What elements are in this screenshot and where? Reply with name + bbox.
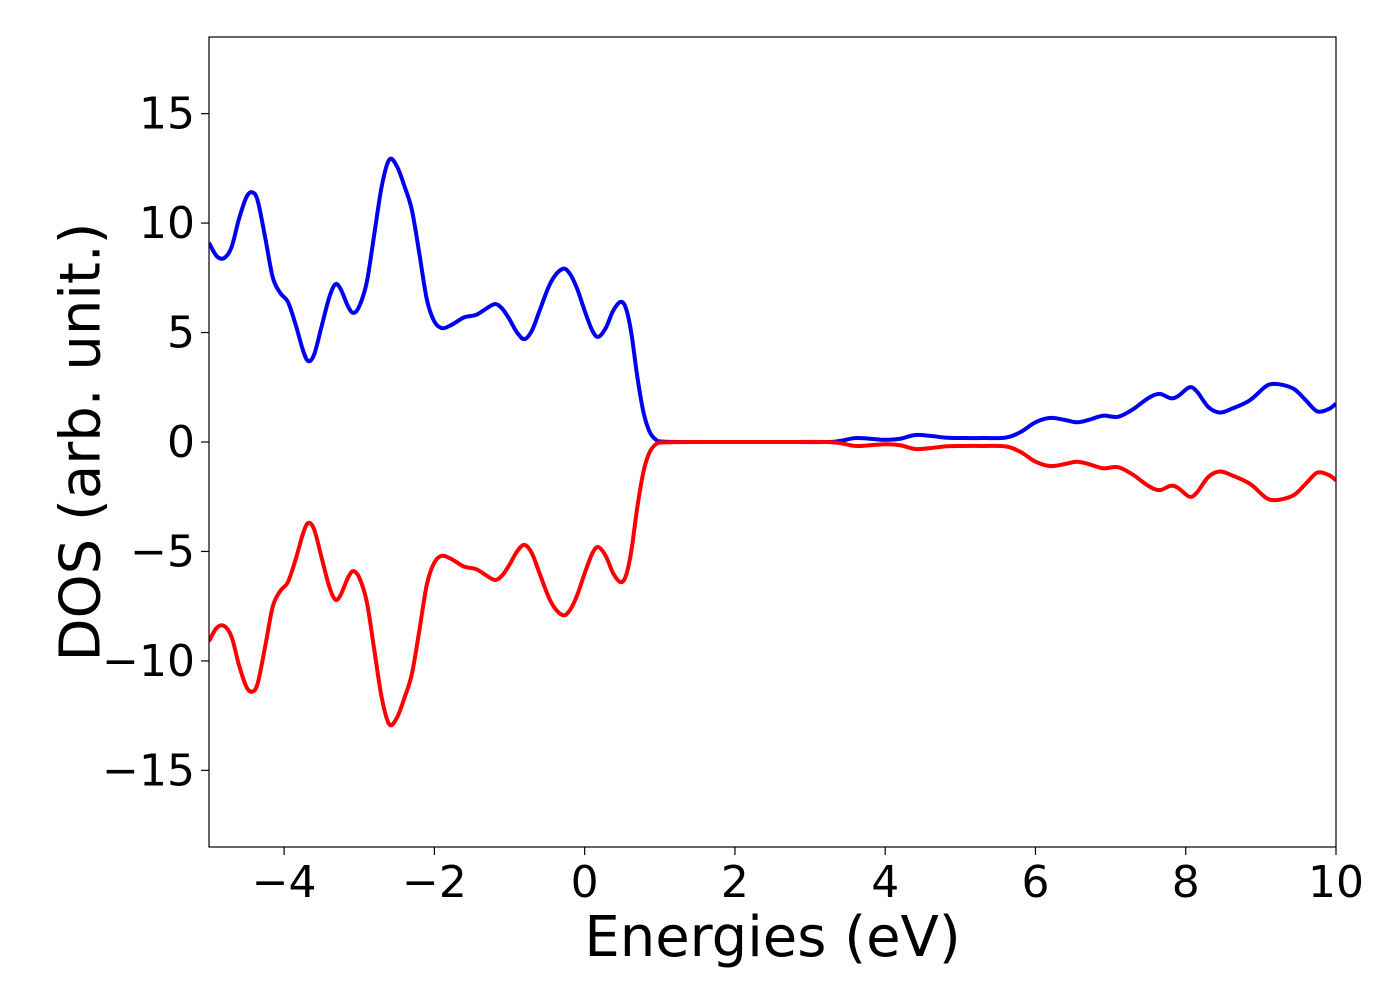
series-layer <box>209 156 1336 728</box>
x-tick-label: 10 <box>1308 857 1364 908</box>
y-tick-label: 10 <box>139 198 195 249</box>
y-tick-label: −5 <box>130 526 195 577</box>
x-axis-ticks: −4 −2 0 2 4 6 8 10 <box>252 847 1364 908</box>
series-line-negative <box>209 439 1336 728</box>
x-tick-label: 4 <box>871 857 899 908</box>
y-tick-label: −10 <box>102 636 195 687</box>
x-tick-label: 0 <box>571 857 599 908</box>
x-tick-label: 8 <box>1172 857 1200 908</box>
y-tick-label: 5 <box>167 308 195 359</box>
y-axis-ticks: −15 −10 −5 0 5 10 15 <box>102 89 209 796</box>
x-tick-label: −2 <box>402 857 467 908</box>
y-tick-label: −15 <box>102 745 195 796</box>
y-tick-label: 15 <box>139 89 195 140</box>
y-tick-label: 0 <box>167 417 195 468</box>
x-axis-label: Energies (eV) <box>584 905 960 970</box>
y-axis-label: DOS (arb. unit.) <box>49 222 114 661</box>
x-tick-label: 2 <box>721 857 749 908</box>
x-tick-label: −4 <box>252 857 317 908</box>
x-tick-label: 6 <box>1021 857 1049 908</box>
series-line-positive <box>209 156 1336 445</box>
